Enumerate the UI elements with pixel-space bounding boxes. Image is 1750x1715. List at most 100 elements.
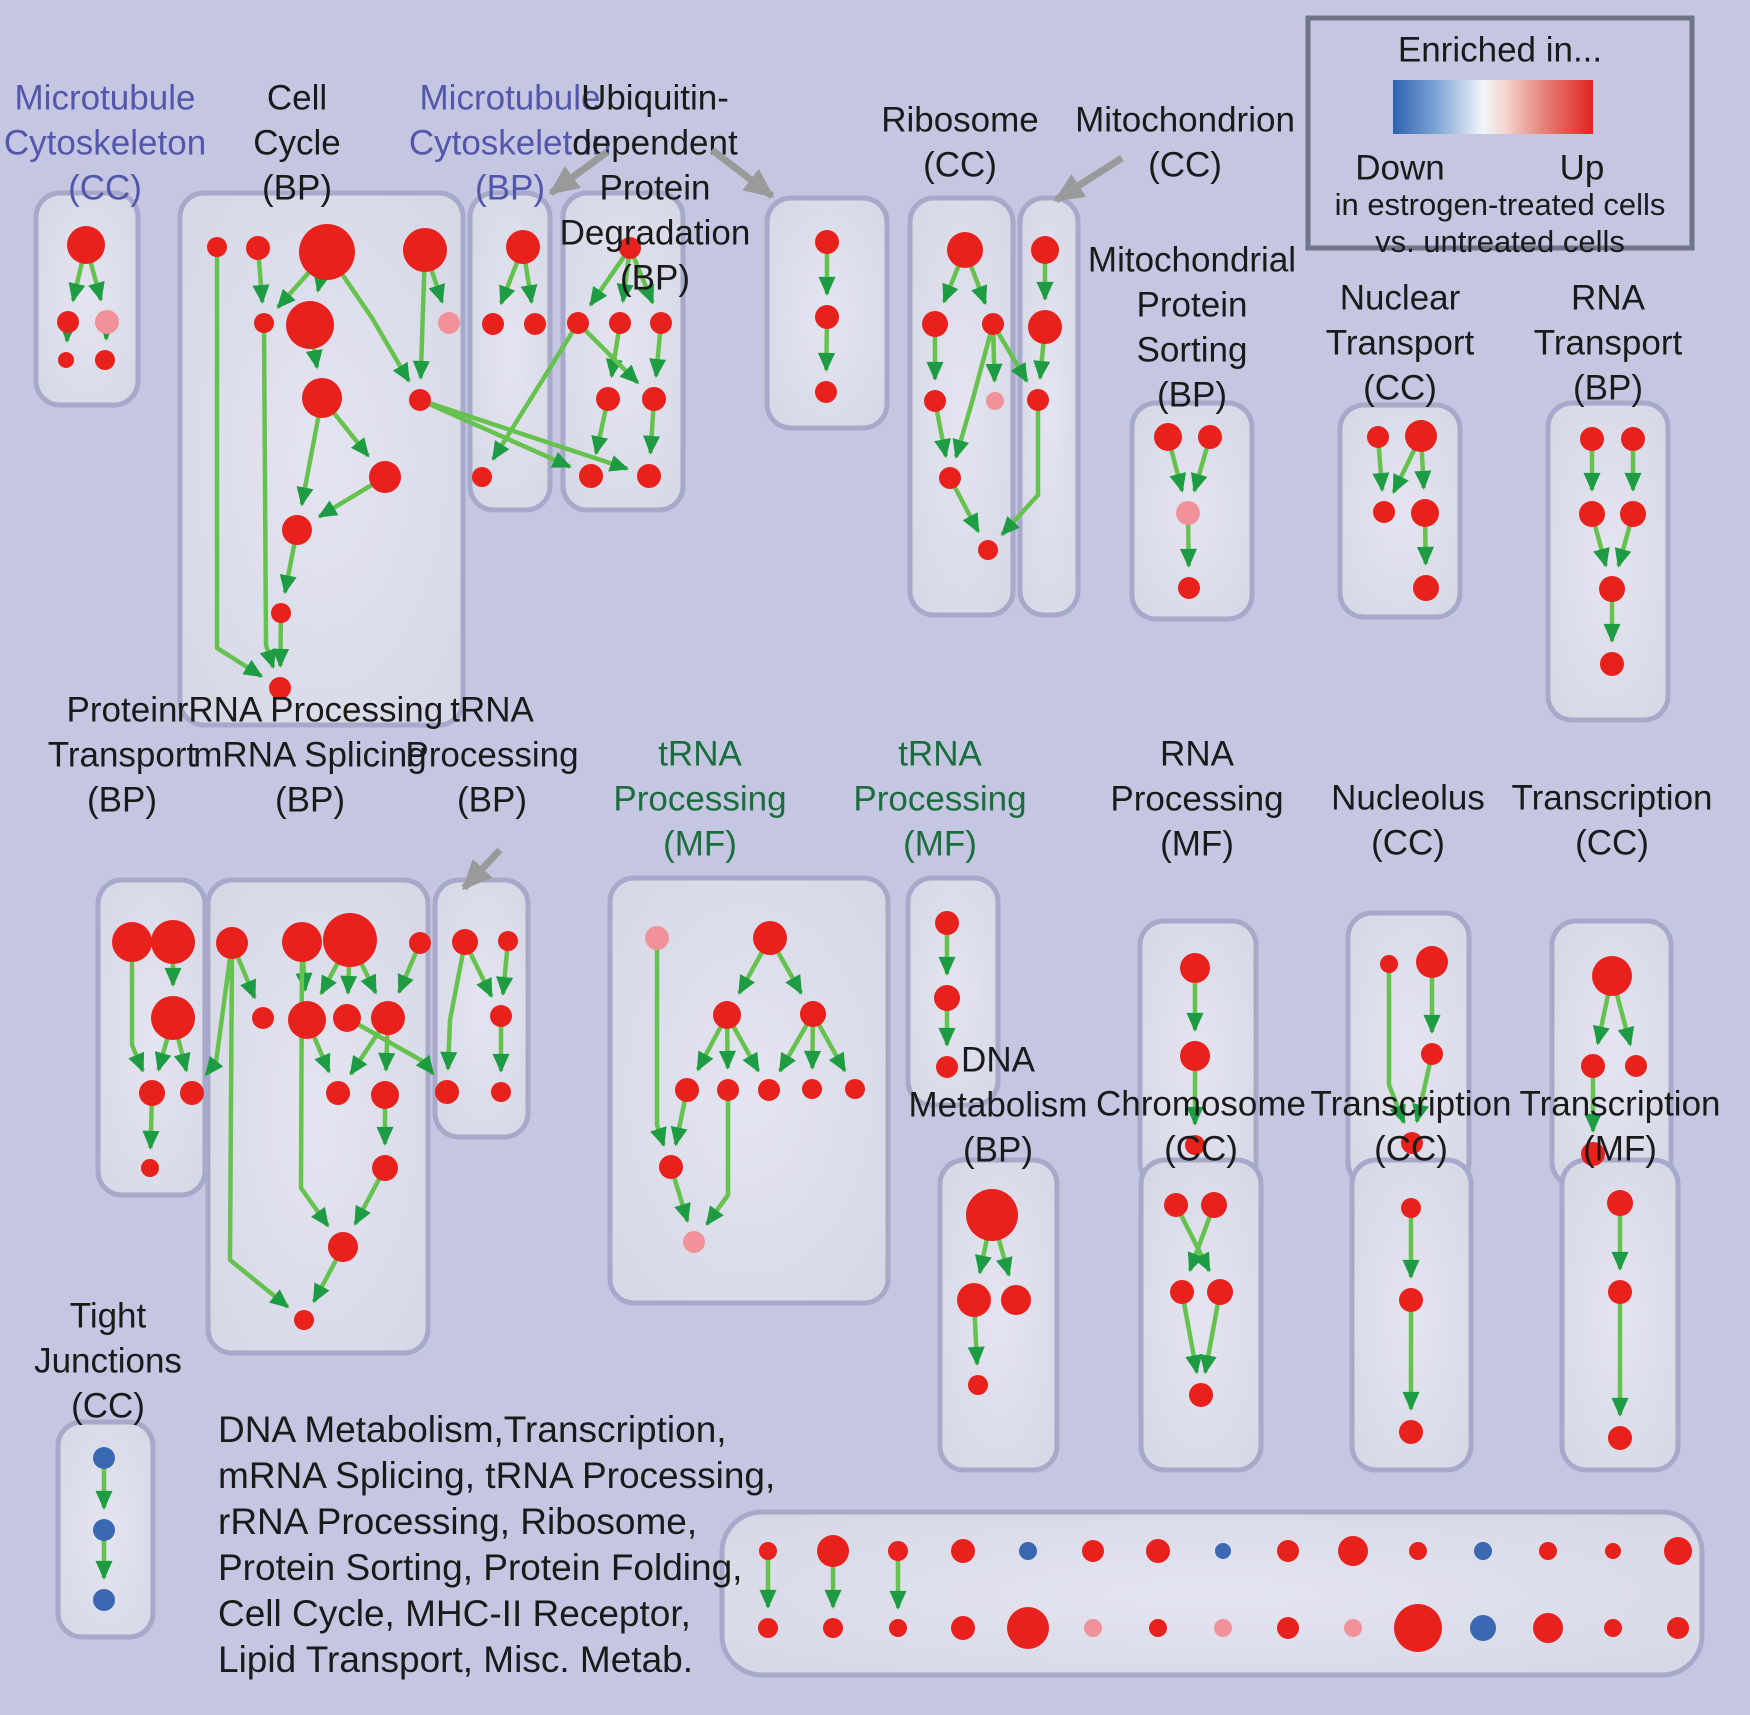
- go-term-node-x1: [1592, 956, 1632, 996]
- go-term-node-u5: [596, 387, 620, 411]
- go-term-node-wt5: [1019, 1542, 1037, 1560]
- cluster-label-tmf3-line1: Transcription: [1520, 1084, 1721, 1123]
- go-term-node-h1: [935, 911, 959, 935]
- edge-c3-c5: [1179, 1291, 1203, 1375]
- go-term-node-r5: [986, 392, 1004, 410]
- cluster-label-ub1-line5: (BP): [620, 258, 690, 297]
- go-term-node-q11: [372, 1155, 398, 1181]
- cluster-box-mito: [1017, 195, 1081, 618]
- go-term-node-x2: [1581, 1054, 1605, 1078]
- go-term-node-mtcc2: [57, 311, 79, 333]
- go-term-node-s4: [1178, 577, 1200, 599]
- go-term-node-j1: [93, 1447, 115, 1469]
- cluster-label-nuc-line1: Nucleolus: [1331, 778, 1485, 817]
- edge-u2-mb4: [491, 321, 580, 461]
- go-term-node-cc13: [269, 677, 291, 699]
- go-term-node-c1: [1164, 1193, 1188, 1217]
- go-term-node-g11: [683, 1231, 705, 1253]
- go-term-node-u4: [650, 312, 672, 334]
- cluster-label-mtbp-line2: Cytoskeleton: [409, 123, 611, 162]
- go-term-node-mtcc4: [58, 352, 74, 368]
- go-term-node-c3: [1170, 1280, 1194, 1304]
- go-term-node-e2: [1399, 1288, 1423, 1312]
- cluster-label-pt-line1: Protein: [67, 690, 178, 729]
- cluster-box-chr: [1138, 1157, 1264, 1473]
- go-term-node-g5: [675, 1078, 699, 1102]
- go-term-node-c4: [1207, 1279, 1233, 1305]
- go-term-node-v1: [815, 230, 839, 254]
- go-term-node-b2: [498, 931, 518, 951]
- go-term-node-l3: [1421, 1043, 1443, 1065]
- cluster-label-rpmf-line1: RNA: [1160, 734, 1235, 773]
- go-term-node-g9: [845, 1079, 865, 1099]
- cluster-label-pt-line2: Transport: [48, 735, 197, 774]
- go-term-node-q6: [288, 1001, 326, 1039]
- cluster-box-rrna: [205, 877, 431, 1356]
- go-term-node-u3: [609, 312, 631, 334]
- cluster-label-tbp-line3: (BP): [457, 780, 527, 819]
- go-term-node-q1: [216, 927, 248, 959]
- edge-u2-u6: [576, 321, 640, 385]
- cluster-label-chr-line1: Chromosome: [1096, 1084, 1306, 1123]
- go-term-node-w6: [1600, 652, 1624, 676]
- go-term-node-v3: [815, 381, 837, 403]
- go-term-node-p2: [151, 920, 195, 964]
- edge-q1-p5: [204, 942, 235, 1077]
- go-term-node-g6: [717, 1079, 739, 1101]
- go-term-node-cc3: [299, 224, 355, 280]
- cluster-label-nt-line2: Transport: [1326, 323, 1475, 362]
- go-term-node-r4: [924, 390, 946, 412]
- go-term-node-cc8: [302, 378, 342, 418]
- go-term-node-wb11: [1394, 1604, 1442, 1652]
- go-term-node-k1: [1180, 953, 1210, 983]
- go-term-node-f2: [1608, 1280, 1632, 1304]
- go-term-node-r6: [939, 467, 961, 489]
- cluster-label-nt-line3: (CC): [1363, 368, 1437, 407]
- go-term-node-e3: [1399, 1420, 1423, 1444]
- go-term-node-j2: [93, 1519, 115, 1541]
- annotation-arrow-ubiquitin-to-left-box: [548, 149, 610, 196]
- go-term-node-wb1: [758, 1618, 778, 1638]
- go-term-node-p1: [112, 922, 152, 962]
- go-term-node-d1: [966, 1189, 1018, 1241]
- cluster-label-tmf2-line1: tRNA: [898, 734, 982, 773]
- go-term-node-r3: [982, 313, 1004, 335]
- go-term-node-g7: [758, 1079, 780, 1101]
- edge-g1-g10: [650, 938, 667, 1148]
- go-term-node-wb5: [1007, 1607, 1049, 1649]
- go-term-node-f3: [1608, 1426, 1632, 1450]
- edge-g6-g11: [705, 1090, 731, 1226]
- go-term-node-u6: [642, 387, 666, 411]
- edge-b1-b4: [440, 941, 468, 1071]
- go-term-node-cc7: [438, 312, 460, 334]
- go-term-node-h2: [934, 985, 960, 1011]
- go-term-node-q7: [333, 1004, 361, 1032]
- go-term-node-wt2: [817, 1535, 849, 1567]
- edge-l1-l4: [1386, 964, 1406, 1125]
- cluster-label-rt-line2: Transport: [1534, 323, 1683, 362]
- go-term-node-w1: [1580, 427, 1604, 451]
- edge-cc9-u8: [419, 397, 630, 472]
- go-term-node-cc1: [207, 237, 227, 257]
- go-term-node-p5: [180, 1081, 204, 1105]
- cluster-label-tj-line3: (CC): [71, 1386, 145, 1425]
- go-term-node-l2: [1416, 946, 1448, 978]
- annotation-arrow-ubiquitin-to-right-box: [709, 147, 775, 199]
- go-term-node-s3: [1176, 501, 1200, 525]
- cluster-label-rt-line3: (BP): [1573, 368, 1643, 407]
- go-term-node-wb9: [1277, 1617, 1299, 1639]
- go-term-node-mi3: [1027, 389, 1049, 411]
- go-term-node-u2: [567, 312, 589, 334]
- go-term-node-wt4: [951, 1539, 975, 1563]
- go-term-node-wt9: [1277, 1540, 1299, 1562]
- go-term-node-w2: [1621, 427, 1645, 451]
- go-term-node-cc6: [286, 301, 334, 349]
- cluster-label-mito-line2: (CC): [1148, 145, 1222, 184]
- go-term-node-mtcc5: [95, 350, 115, 370]
- cluster-label-rib-line1: Ribosome: [881, 100, 1039, 139]
- edge-r3-mi3: [991, 322, 1029, 383]
- go-term-node-cc10: [369, 461, 401, 493]
- cluster-label-chr-line2: (CC): [1164, 1129, 1238, 1168]
- cluster-label-mtbp-line3: (BP): [475, 168, 545, 207]
